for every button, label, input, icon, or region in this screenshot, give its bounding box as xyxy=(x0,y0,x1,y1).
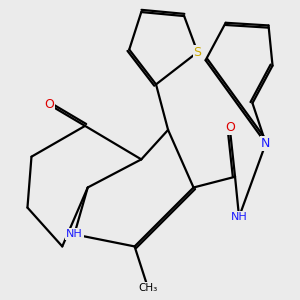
Text: S: S xyxy=(194,46,202,59)
Text: CH₃: CH₃ xyxy=(138,283,158,293)
Text: NH: NH xyxy=(231,212,248,222)
Text: O: O xyxy=(225,121,235,134)
Text: NH: NH xyxy=(66,230,83,239)
Text: O: O xyxy=(44,98,54,111)
Text: N: N xyxy=(261,137,271,150)
